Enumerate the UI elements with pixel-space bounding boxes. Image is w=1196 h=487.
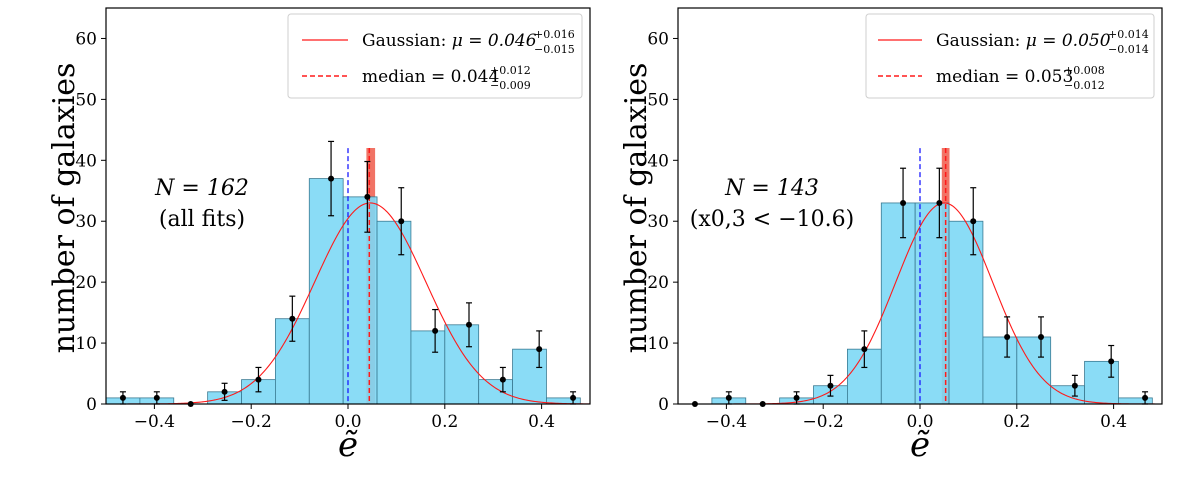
bars-layer (711, 202, 1153, 405)
legend-median-sub: −0.012 (1064, 79, 1105, 92)
legend-box (287, 13, 583, 99)
histogram-bar-11 (1050, 385, 1085, 405)
data-point-8 (398, 218, 405, 225)
histogram-bar-7 (914, 202, 950, 405)
x-axis-label: ẽ (338, 425, 358, 465)
y-tick-label-6: 60 (647, 29, 669, 49)
legend: Gaussian: μ = 0.046 +0.016 −0.015 median… (287, 13, 583, 99)
y-axis-label: number of galaxies (619, 63, 654, 354)
y-tick-label-0: 0 (658, 395, 669, 415)
x-tick-label-0: −0.4 (706, 412, 747, 432)
data-point-7 (364, 193, 371, 200)
y-tick-label-6: 60 (75, 29, 97, 49)
data-point-4 (827, 382, 834, 389)
histogram-bar-9 (982, 336, 1018, 405)
data-point-5 (289, 315, 296, 322)
ticks-layer: −0.4 −0.2 0.0 0.2 0.4 0 10 20 30 40 50 60 (75, 29, 555, 432)
legend-gaussian-sub: −0.015 (534, 43, 575, 56)
legend: Gaussian: μ = 0.050 +0.014 −0.014 median… (865, 13, 1155, 99)
y-tick-label-4: 40 (647, 151, 669, 171)
histogram-bar-12 (1084, 360, 1119, 405)
x-axis-label: ẽ (910, 425, 930, 465)
data-point-12 (536, 346, 543, 353)
histogram-bar-10 (444, 324, 480, 405)
legend-median-sup: +0.012 (490, 64, 531, 77)
y-tick-label-2: 20 (75, 273, 97, 293)
histogram-bar-9 (410, 330, 446, 405)
y-tick-label-4: 40 (75, 151, 97, 171)
legend-gaussian-sup: +0.016 (534, 28, 575, 41)
data-point-10 (1038, 333, 1044, 340)
x-tick-label-1: −0.2 (803, 412, 844, 432)
data-point-9 (432, 327, 439, 334)
data-point-6 (328, 175, 335, 182)
data-point-3 (793, 394, 800, 401)
legend-median-sup: +0.008 (1064, 64, 1105, 77)
x-tick-label-4: 0.4 (1100, 412, 1127, 432)
data-point-13 (570, 394, 577, 401)
x-tick-label-2: 0.0 (906, 412, 933, 432)
data-point-13 (1142, 394, 1149, 401)
y-tick-label-5: 50 (647, 90, 669, 110)
y-tick-label-2: 20 (647, 273, 669, 293)
sample-description-annotation: (x0,3 < −10.6) (690, 207, 854, 232)
legend-gaussian-sup: +0.014 (1108, 28, 1149, 41)
lines-layer (106, 148, 591, 405)
x-tick-label-2: 0.0 (334, 412, 361, 432)
histogram-bar-12 (512, 348, 547, 405)
data-point-11 (499, 376, 506, 383)
legend-box (865, 13, 1155, 99)
points-layer (119, 140, 577, 407)
data-point-12 (1108, 358, 1115, 365)
data-point-0 (119, 394, 126, 401)
x-tick-label-3: 0.2 (1003, 412, 1030, 432)
x-tick-label-1: −0.2 (231, 412, 272, 432)
gaussian-fit-curve (106, 202, 591, 405)
histogram-bar-6 (308, 178, 344, 405)
data-point-7 (936, 199, 943, 206)
legend-median-label: median = 0.053 (936, 67, 1073, 87)
data-point-10 (466, 321, 472, 328)
histogram-bar-10 (1016, 336, 1052, 405)
y-axis-label: number of galaxies (47, 63, 82, 354)
y-tick-label-3: 30 (75, 212, 97, 232)
x-tick-label-4: 0.4 (528, 412, 555, 432)
histogram-bar-8 (948, 220, 984, 405)
x-tick-label-3: 0.2 (431, 412, 458, 432)
histogram-bar-6 (880, 202, 916, 405)
data-point-5 (861, 346, 868, 353)
data-point-1 (725, 394, 732, 401)
histogram-bar-7 (342, 196, 378, 405)
data-point-11 (1071, 382, 1078, 389)
y-tick-label-1: 10 (75, 334, 97, 354)
legend-median-sub: −0.009 (490, 79, 531, 92)
histogram-bar-8 (376, 220, 412, 405)
ticks-layer: −0.4 −0.2 0.0 0.2 0.4 0 10 20 30 40 50 60 (647, 29, 1127, 432)
sample-description-annotation: (all fits) (159, 207, 245, 232)
x-tick-label-0: −0.4 (134, 412, 175, 432)
y-tick-label-1: 10 (647, 334, 669, 354)
legend-median-label: median = 0.044 (362, 67, 499, 87)
y-tick-label-5: 50 (75, 90, 97, 110)
legend-gaussian-label: Gaussian: μ = 0.046 (362, 31, 537, 51)
y-tick-label-3: 30 (647, 212, 669, 232)
data-point-9 (1004, 333, 1011, 340)
data-point-6 (900, 199, 907, 206)
data-point-8 (970, 218, 977, 225)
right-histogram-panel: −0.4 −0.2 0.0 0.2 0.4 0 10 20 30 40 50 60 number of… (619, 7, 1163, 465)
left-histogram-panel: −0.4 −0.2 0.0 0.2 0.4 0 10 20 30 40 50 60 number of… (47, 7, 591, 465)
sample-count-annotation: N = 162 (154, 176, 249, 201)
histogram-bar-11 (478, 379, 513, 405)
data-point-4 (255, 376, 262, 383)
data-point-1 (153, 394, 160, 401)
bars-layer (105, 178, 581, 405)
sample-count-annotation: N = 143 (724, 176, 819, 201)
legend-gaussian-sub: −0.014 (1108, 43, 1149, 56)
y-tick-label-0: 0 (86, 395, 97, 415)
legend-gaussian-label: Gaussian: μ = 0.050 (936, 31, 1111, 51)
data-point-3 (221, 388, 228, 395)
